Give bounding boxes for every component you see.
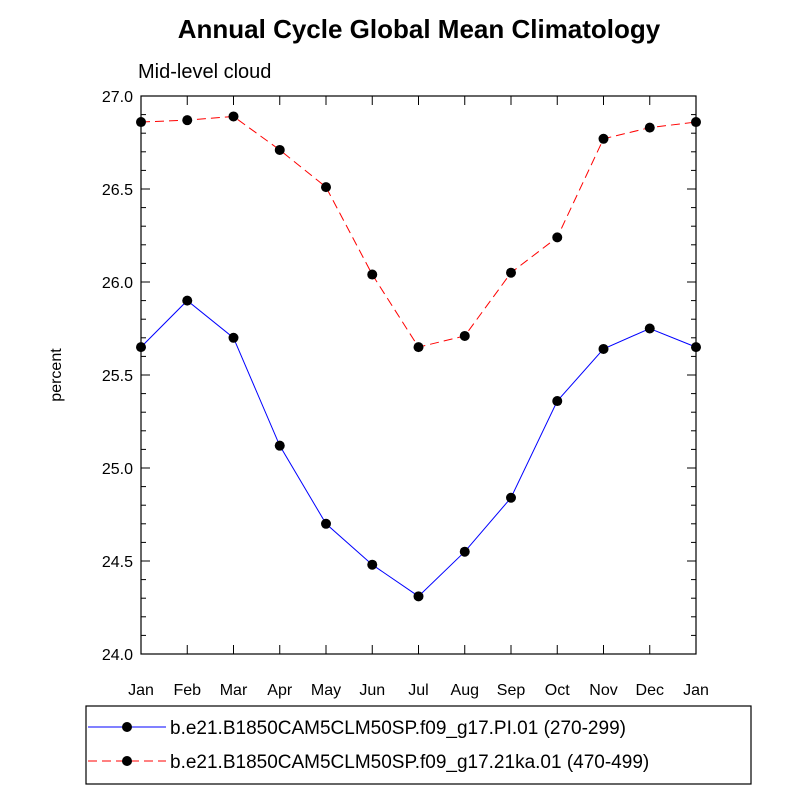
series-line-2 — [140, 115, 697, 348]
y-tick-label: 24.0 — [102, 647, 133, 664]
x-tick-label: May — [311, 682, 341, 699]
series-1-point — [413, 591, 424, 602]
series-1-point — [506, 492, 516, 503]
series-2-point — [459, 330, 470, 341]
series-1-point — [367, 559, 378, 570]
series-2-point — [182, 115, 193, 126]
x-tick-label: Nov — [589, 682, 617, 699]
series-1-point — [321, 518, 331, 529]
x-tick-label: Jul — [408, 682, 428, 699]
series-1-point — [691, 342, 701, 353]
series-2-point — [274, 144, 285, 155]
series-2-point — [691, 117, 701, 128]
series-1-point — [459, 546, 470, 557]
legend-box — [85, 705, 752, 785]
chart-title: Annual Cycle Global Mean Climatology — [178, 14, 661, 44]
series-1-point — [136, 342, 146, 353]
series-2-point — [413, 342, 424, 353]
legend-label-2: b.e21.B1850CAM5CLM50SP.f09_g17.21ka.01 (… — [170, 752, 649, 773]
y-tick-label: 26.5 — [102, 182, 133, 199]
y-tick-label: 25.5 — [102, 368, 133, 385]
series-2-point — [367, 269, 378, 280]
series-1-point — [644, 323, 655, 334]
series-2-point — [228, 111, 239, 122]
y-tick-label: 26.0 — [102, 275, 133, 292]
series-1-point — [598, 343, 609, 354]
y-axis-label: percent — [48, 348, 65, 402]
series-2-point — [644, 122, 655, 133]
y-tick-label: 27.0 — [102, 89, 133, 106]
chart-subtitle: Mid-level cloud — [138, 61, 271, 83]
x-tick-label: Oct — [545, 682, 570, 699]
series-1-point — [228, 332, 239, 343]
series-2-point — [598, 133, 609, 144]
x-tick-label: Jan — [128, 682, 154, 699]
legend-marker-2 — [122, 756, 132, 766]
plot-frame — [140, 95, 697, 655]
x-tick-label: Aug — [451, 682, 479, 699]
series-2-point — [136, 117, 146, 128]
x-tick-label: Apr — [267, 682, 293, 699]
series-2-point — [321, 182, 331, 193]
legend-label-1: b.e21.B1850CAM5CLM50SP.f09_g17.PI.01 (27… — [170, 718, 626, 739]
y-tick-label: 25.0 — [102, 461, 133, 478]
series-2-point — [552, 232, 563, 243]
x-tick-label: Sep — [497, 682, 526, 699]
x-tick-label: Mar — [220, 682, 248, 699]
x-tick-label: Jun — [359, 682, 385, 699]
x-tick-label: Jan — [683, 682, 709, 699]
x-tick-label: Dec — [636, 682, 664, 699]
series-2-point — [506, 267, 516, 278]
x-tick-label: Feb — [173, 682, 201, 699]
y-tick-label: 24.5 — [102, 554, 133, 571]
series-1-point — [182, 295, 193, 306]
series-1-point — [274, 440, 285, 451]
legend-marker-1 — [122, 722, 132, 732]
series-1-point — [552, 396, 563, 407]
